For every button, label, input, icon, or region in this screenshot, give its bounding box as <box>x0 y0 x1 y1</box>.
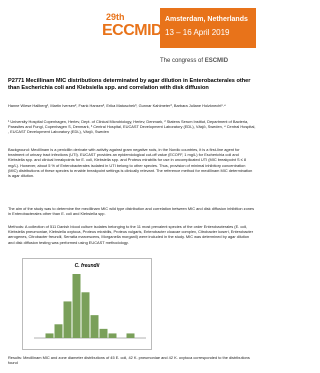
results: Results: Mecillinam MIC and zone diamete… <box>8 355 250 366</box>
bar <box>81 292 90 338</box>
dates: 13 – 16 April 2019 <box>165 28 230 37</box>
city: Amsterdam, Netherlands <box>165 16 248 23</box>
bar <box>126 333 135 338</box>
brand: 29th ECCMID <box>100 8 163 54</box>
bar <box>99 328 108 338</box>
edition: 29th <box>106 12 125 22</box>
tagline: The congress of <box>160 58 204 64</box>
bar <box>108 333 117 338</box>
methods: Methods: A collection of 511 Danish bloo… <box>8 224 254 245</box>
congress: ECCMID <box>102 22 163 39</box>
bar <box>45 333 54 338</box>
figure: C. freundii <box>22 258 152 350</box>
bar <box>63 301 72 338</box>
event-box: Amsterdam, Netherlands 13 – 16 April 201… <box>160 8 256 48</box>
tagline-row: The congress of ESCMID <box>160 58 228 64</box>
figure-title: C. freundii <box>75 263 100 269</box>
background: Background: Mecillinam is a penicillin d… <box>8 147 253 179</box>
aims: The aim of the study was to determine th… <box>8 206 255 217</box>
bar <box>90 315 99 338</box>
society: ESCMID <box>204 58 229 64</box>
bar <box>54 324 63 338</box>
authors: Hanne Wiese Hallberg¹, Martin Iversen², … <box>8 103 226 108</box>
title: P2771 Mecillinam MIC distributions deter… <box>8 78 251 91</box>
affiliations: ¹ University Hospital Copenhagen, Herlev… <box>8 119 256 135</box>
page: 29th ECCMID Amsterdam, Netherlands 13 – … <box>8 8 256 366</box>
bar <box>72 274 81 338</box>
